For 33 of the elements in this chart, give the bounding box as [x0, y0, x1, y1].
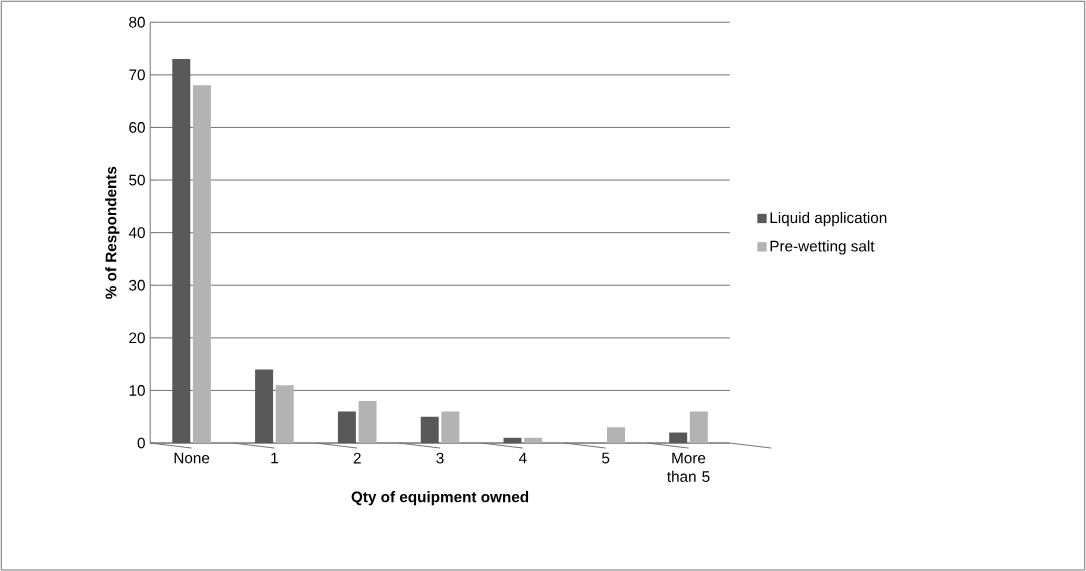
bar [192, 85, 211, 443]
bar [172, 58, 191, 443]
y-axis-title: % of Respondents [105, 166, 120, 299]
y-tick-label: 50 [129, 174, 145, 186]
y-tick-label: 60 [129, 121, 145, 133]
x-tick-label: More than 5 [667, 452, 710, 482]
bar [689, 411, 708, 443]
bar [524, 437, 543, 443]
x-axis-title: Qty of equipment owned [351, 490, 529, 506]
y-tick-label: 70 [129, 69, 145, 81]
y-tick-label: 40 [128, 227, 145, 238]
y-tick-label: 20 [129, 332, 145, 344]
x-tick-label: 5 [602, 452, 610, 464]
legend-label: Liquid application [770, 211, 887, 227]
y-tick-label: 0 [137, 437, 145, 449]
y-tick-label: 80 [129, 16, 145, 28]
y-tick-label: 30 [129, 279, 145, 291]
x-tick-label: 4 [518, 452, 527, 464]
x-tick-label: None [174, 452, 210, 464]
bar [255, 369, 274, 443]
bar [337, 411, 356, 443]
x-tick-label: 3 [436, 452, 444, 464]
bar [358, 400, 377, 443]
y-tick-label: 10 [129, 384, 145, 396]
x-tick-label: 1 [271, 452, 278, 464]
bar [669, 432, 688, 443]
legend-label: Pre-wetting salt [770, 240, 875, 255]
bar [275, 385, 294, 443]
x-tick-label: 2 [353, 452, 361, 464]
bar [503, 437, 522, 443]
bar [607, 427, 625, 443]
bar [420, 416, 439, 443]
bar [441, 411, 460, 443]
